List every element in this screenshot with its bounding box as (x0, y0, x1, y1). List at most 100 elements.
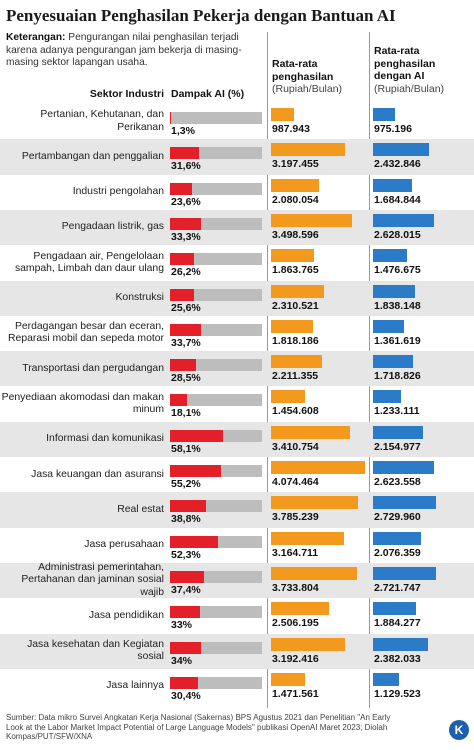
avg-income-bar (271, 602, 329, 616)
sector-label: Perdagangan besar dan eceran, Reparasi m… (8, 321, 164, 345)
ai-impact-track (170, 429, 262, 442)
ai-impact-track (170, 147, 262, 160)
avg-income-bar (271, 637, 345, 651)
ai-impact-value: 34% (171, 654, 193, 667)
avg-income-bar (271, 461, 365, 474)
ai-impact-value: 18,1% (171, 407, 201, 420)
kompas-logo: K (449, 720, 469, 740)
avg-income-ai-value: 1.884.277 (374, 617, 421, 630)
ai-impact-value: 30,4% (171, 689, 201, 702)
ai-impact-track (170, 394, 262, 407)
ai-impact-track (170, 641, 262, 654)
sector-label: Jasa lainnya (106, 680, 164, 692)
avg-income-bar (271, 355, 323, 369)
ai-impact-track (170, 606, 262, 619)
note: Keterangan: Pengurangan nilai penghasila… (6, 32, 264, 70)
ai-impact-bar (170, 606, 201, 619)
ai-impact-value: 38,8% (171, 513, 201, 526)
avg-income-ai-bar (373, 637, 428, 651)
avg-income-value: 3.164.711 (272, 546, 319, 559)
avg-income-ai-bar (373, 461, 434, 474)
avg-income-ai-bar (373, 213, 434, 227)
ai-impact-value: 33,7% (171, 336, 201, 349)
avg-income-ai-bar (373, 390, 402, 404)
table-row: Real estat 38,8% 3.785.239 2.729.960 (0, 492, 474, 528)
avg-income-bar (271, 249, 314, 263)
ai-impact-bar (170, 429, 224, 442)
table-row: Pengadaan air, Pengelolaan sampah, Limba… (0, 245, 474, 280)
avg-income-ai-value: 2.623.558 (374, 476, 421, 488)
avg-income-value: 4.074.464 (272, 476, 319, 488)
ai-impact-bar (170, 253, 195, 266)
avg-income-ai-value: 2.154.977 (374, 440, 421, 453)
ai-impact-value: 1,3% (171, 125, 195, 137)
avg-income-bar (271, 213, 352, 227)
avg-income-ai-value: 2.729.960 (374, 511, 421, 524)
avg-income-value: 1.863.765 (272, 264, 319, 277)
avg-income-ai-bar (373, 602, 417, 616)
sector-label: Jasa perusahaan (84, 539, 164, 551)
sector-label: Penyediaan akomodasi dan makan minum (1, 391, 164, 416)
ai-impact-value: 52,3% (171, 548, 201, 561)
avg-income-bar (271, 672, 305, 686)
avg-income-bar (271, 566, 358, 580)
avg-income-header-unit: (Rupiah/Bulan) (272, 83, 343, 95)
avg-income-value: 3.733.804 (272, 581, 319, 594)
avg-income-bar (271, 178, 319, 192)
avg-income-ai-bar (373, 143, 430, 157)
table-row: Pengadaan listrik, gas 33,3% 3.498.596 2.62… (0, 209, 474, 246)
table-row: Jasa lainnya 30,4% 1.471.561 1.129.523 (0, 669, 474, 704)
sector-label: Pengadaan listrik, gas (61, 221, 164, 233)
table-row: Transportasi dan pergudangan 28,5% 2.211.3… (0, 351, 474, 387)
avg-income-bar (271, 390, 305, 404)
ai-impact-value: 33% (171, 619, 193, 632)
ai-impact-bar (170, 359, 197, 372)
avg-income-bar (271, 284, 325, 298)
avg-income-value: 1.454.608 (272, 405, 319, 418)
avg-income-ai-bar (373, 672, 400, 686)
avg-income-value: 2.211.355 (272, 370, 319, 383)
table-row: Informasi dan komunikasi 58,1% 3.410.754 2.… (0, 421, 474, 457)
avg-income-ai-bar (373, 319, 405, 333)
table-row: Industri pengolahan 23,6% 2.080.054 1.684.8… (0, 175, 474, 210)
page-title: Penyesuaian Penghasilan Pekerja dengan B… (6, 6, 396, 25)
table-row: Jasa perusahaan 52,3% 3.164.711 2.076.359 (0, 528, 474, 563)
avg-income-value: 1.818.186 (272, 334, 319, 347)
avg-income-ai-value: 1.684.844 (374, 193, 421, 206)
ai-impact-track (170, 570, 262, 583)
avg-income-value: 3.197.455 (272, 158, 319, 171)
sector-label: Jasa kesehatan dan Kegiatan sosial (27, 638, 164, 663)
table-row: Jasa pendidikan 33% 2.506.195 1.884.277 (0, 598, 474, 633)
avg-income-bar (271, 496, 359, 510)
ai-impact-track (170, 288, 262, 301)
ai-impact-bar (170, 182, 192, 195)
sector-label: Konstruksi (115, 292, 164, 304)
ai-impact-value: 31,6% (171, 160, 201, 173)
avg-income-bar (271, 531, 344, 545)
ai-impact-track (170, 217, 262, 230)
avg-income-ai-value: 1.233.111 (374, 405, 420, 418)
table-row: Jasa kesehatan dan Kegiatan sosial 34% 3.1… (0, 633, 474, 669)
avg-income-value: 3.498.596 (272, 228, 319, 241)
avg-income-ai-bar (373, 178, 412, 192)
avg-income-bar (271, 143, 345, 157)
ai-impact-bar (170, 465, 221, 477)
avg-income-ai-value: 1.718.826 (374, 370, 421, 383)
avg-income-value: 2.506.195 (272, 617, 319, 630)
ai-impact-value: 26,2% (171, 266, 201, 279)
avg-income-ai-value: 1.476.675 (374, 264, 421, 277)
avg-income-ai-value: 1.361.619 (374, 334, 421, 347)
avg-income-ai-value: 2.721.747 (374, 581, 421, 594)
avg-income-value: 987.943 (272, 123, 310, 135)
avg-income-ai-header-label: Rata-rata penghasilan dengan AI (374, 45, 436, 82)
avg-income-ai-value: 2.382.033 (374, 652, 421, 665)
avg-income-ai-value: 975.196 (374, 123, 412, 135)
sector-label: Industri pengolahan (72, 186, 164, 198)
ai-impact-value: 28,5% (171, 372, 201, 385)
note-text: Pengurangan nilai penghasilan terjadi ka… (6, 32, 242, 68)
ai-impact-header: Dampak AI (%) (171, 88, 245, 100)
avg-income-ai-value: 1.838.148 (374, 299, 421, 312)
avg-income-value: 3.192.416 (272, 652, 319, 665)
ai-impact-track (170, 465, 262, 477)
ai-impact-bar (170, 676, 198, 689)
